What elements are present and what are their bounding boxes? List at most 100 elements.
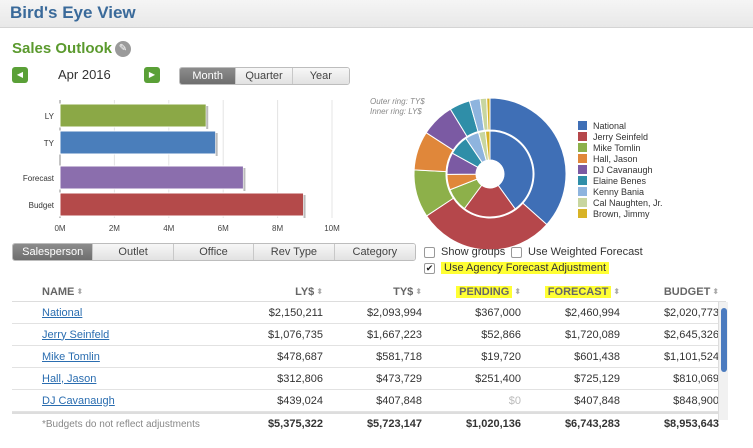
legend-label: Hall, Jason bbox=[593, 153, 638, 164]
row-ty: $2,093,994 bbox=[366, 306, 422, 319]
row-name-link[interactable]: Hall, Jason bbox=[42, 372, 97, 385]
legend-label: DJ Cavanaugh bbox=[593, 164, 653, 175]
row-ty: $473,729 bbox=[376, 372, 422, 385]
table-row: Mike Tomlin $478,687 $581,718 $19,720 $6… bbox=[12, 346, 726, 368]
total-forecast: $6,743,283 bbox=[564, 418, 620, 430]
donut-inner-slice[interactable] bbox=[484, 130, 491, 161]
legend-item: Brown, Jimmy bbox=[578, 208, 663, 219]
agency-adjustment-label: Use Agency Forecast Adjustment bbox=[441, 262, 610, 274]
row-name-link[interactable]: National bbox=[42, 306, 83, 319]
sort-icon: ⬍ bbox=[613, 287, 620, 296]
group-outlet-button[interactable]: Outlet bbox=[93, 244, 174, 260]
donut-outer-slice[interactable] bbox=[425, 197, 548, 251]
x-tick-label: 6M bbox=[218, 224, 229, 233]
show-groups-checkbox[interactable] bbox=[424, 246, 435, 258]
x-tick-label: 0M bbox=[54, 224, 65, 233]
bar-shadow bbox=[243, 168, 246, 191]
section-title: Sales Outlook bbox=[12, 40, 113, 57]
total-ly: $5,375,322 bbox=[267, 418, 323, 430]
table-scrollbar[interactable] bbox=[718, 302, 728, 420]
row-forecast: $2,460,994 bbox=[564, 306, 620, 319]
legend-label: Kenny Bania bbox=[593, 186, 645, 197]
bar-ly[interactable] bbox=[59, 103, 207, 128]
row-name-link[interactable]: DJ Cavanaugh bbox=[42, 394, 115, 407]
x-tick-label: 4M bbox=[163, 224, 174, 233]
donut-inner-slice[interactable] bbox=[489, 130, 534, 210]
legend-item: Mike Tomlin bbox=[578, 142, 663, 153]
donut-outer-slice[interactable] bbox=[486, 97, 491, 131]
col-pending-label: PENDING bbox=[456, 285, 513, 298]
x-tick-label: 8M bbox=[272, 224, 283, 233]
legend-item: Cal Naughten, Jr. bbox=[578, 197, 663, 208]
arrow-left-icon[interactable]: ◀ bbox=[12, 67, 28, 83]
period-toggle: Month Quarter Year bbox=[179, 67, 350, 85]
sales-table: NAME ⬍ LY$ ⬍ TY$ ⬍ PENDING ⬍ FORECAST ⬍ BUDGE… bbox=[12, 282, 726, 434]
group-revtype-button[interactable]: Rev Type bbox=[254, 244, 335, 260]
bar-ty[interactable] bbox=[59, 130, 217, 155]
sort-icon: ⬍ bbox=[514, 287, 521, 296]
y-category-label: Forecast bbox=[23, 174, 55, 183]
period-month-button[interactable]: Month bbox=[180, 68, 237, 84]
row-forecast: $1,720,089 bbox=[564, 328, 620, 341]
row-ly: $312,806 bbox=[277, 372, 323, 385]
period-year-button[interactable]: Year bbox=[292, 68, 349, 84]
col-budget-header[interactable]: BUDGET ⬍ bbox=[626, 282, 725, 301]
col-pending-header[interactable]: PENDING ⬍ bbox=[428, 282, 527, 301]
weighted-forecast-checkbox[interactable] bbox=[511, 246, 522, 258]
legend-swatch bbox=[578, 187, 587, 196]
row-budget: $2,645,326 bbox=[663, 328, 719, 341]
col-forecast-label: FORECAST bbox=[544, 285, 612, 298]
row-name-link[interactable]: Jerry Seinfeld bbox=[42, 328, 110, 341]
table-row: Hall, Jason $312,806 $473,729 $251,400 $… bbox=[12, 368, 726, 390]
agency-adjustment-checkbox[interactable]: ✔ bbox=[424, 262, 435, 274]
period-label: Apr 2016 bbox=[58, 67, 111, 82]
col-ly-header[interactable]: LY$ ⬍ bbox=[230, 282, 329, 301]
col-budget-label: BUDGET bbox=[663, 285, 711, 298]
row-budget: $1,101,524 bbox=[663, 350, 719, 363]
legend-item: National bbox=[578, 120, 663, 131]
legend-label: Brown, Jimmy bbox=[593, 208, 650, 219]
legend-label: Mike Tomlin bbox=[593, 142, 641, 153]
donut-outer-slice[interactable] bbox=[489, 97, 567, 226]
bar-forecast[interactable] bbox=[59, 165, 244, 190]
total-ty: $5,723,147 bbox=[366, 418, 422, 430]
show-groups-label: Show groups bbox=[441, 246, 506, 258]
sort-icon: ⬍ bbox=[316, 287, 323, 296]
col-ty-label: TY$ bbox=[393, 285, 414, 298]
total-budget: $8,953,643 bbox=[663, 418, 719, 430]
col-ty-header[interactable]: TY$ ⬍ bbox=[329, 282, 428, 301]
legend-swatch bbox=[578, 154, 587, 163]
scrollbar-thumb[interactable] bbox=[721, 308, 727, 372]
table-totals-row: *Budgets do not reflect adjustments $5,3… bbox=[12, 412, 726, 434]
weighted-forecast-option: Use Weighted Forecast bbox=[511, 246, 643, 258]
legend-swatch bbox=[578, 143, 587, 152]
row-ly: $478,687 bbox=[277, 350, 323, 363]
bar-shadow bbox=[303, 195, 306, 218]
col-forecast-header[interactable]: FORECAST ⬍ bbox=[527, 282, 626, 301]
legend-item: DJ Cavanaugh bbox=[578, 164, 663, 175]
x-tick-label: 10M bbox=[324, 224, 340, 233]
period-quarter-button[interactable]: Quarter bbox=[236, 68, 293, 84]
table-row: National $2,150,211 $2,093,994 $367,000 … bbox=[12, 302, 726, 324]
sort-icon: ⬍ bbox=[76, 287, 84, 296]
budget-note: *Budgets do not reflect adjustments bbox=[42, 418, 200, 430]
pencil-icon[interactable]: ✎ bbox=[115, 41, 131, 57]
col-name-header[interactable]: NAME ⬍ bbox=[12, 282, 230, 301]
row-name-link[interactable]: Mike Tomlin bbox=[42, 350, 100, 363]
legend-item: Hall, Jason bbox=[578, 153, 663, 164]
y-category-label: Budget bbox=[29, 201, 55, 210]
grouping-toggle: Salesperson Outlet Office Rev Type Categ… bbox=[12, 243, 416, 261]
bar-shadow bbox=[206, 106, 209, 129]
bar-budget[interactable] bbox=[59, 192, 305, 217]
group-office-button[interactable]: Office bbox=[173, 244, 255, 260]
row-pending: $367,000 bbox=[475, 306, 521, 319]
row-ty: $1,667,223 bbox=[366, 328, 422, 341]
row-ty: $581,718 bbox=[376, 350, 422, 363]
row-budget: $810,069 bbox=[673, 372, 719, 385]
group-salesperson-button[interactable]: Salesperson bbox=[13, 244, 94, 260]
row-ly: $2,150,211 bbox=[268, 306, 323, 319]
col-name-label: NAME bbox=[42, 285, 75, 298]
arrow-right-icon[interactable]: ▶ bbox=[144, 67, 160, 83]
group-category-button[interactable]: Category bbox=[334, 244, 415, 260]
legend-item: Jerry Seinfeld bbox=[578, 131, 663, 142]
